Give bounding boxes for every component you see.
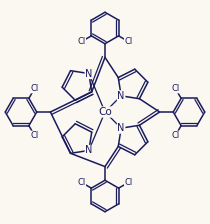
- Text: N: N: [85, 69, 93, 79]
- Text: Co: Co: [98, 107, 112, 117]
- Text: Cl: Cl: [30, 84, 39, 93]
- Text: Cl: Cl: [77, 37, 85, 46]
- Text: Cl: Cl: [77, 178, 85, 187]
- Text: N: N: [85, 145, 93, 155]
- Text: Cl: Cl: [125, 37, 133, 46]
- Text: Cl: Cl: [171, 84, 180, 93]
- Text: Cl: Cl: [125, 178, 133, 187]
- Text: N: N: [117, 91, 125, 101]
- Text: Cl: Cl: [171, 131, 180, 140]
- Text: Cl: Cl: [30, 131, 39, 140]
- Text: N: N: [117, 123, 125, 133]
